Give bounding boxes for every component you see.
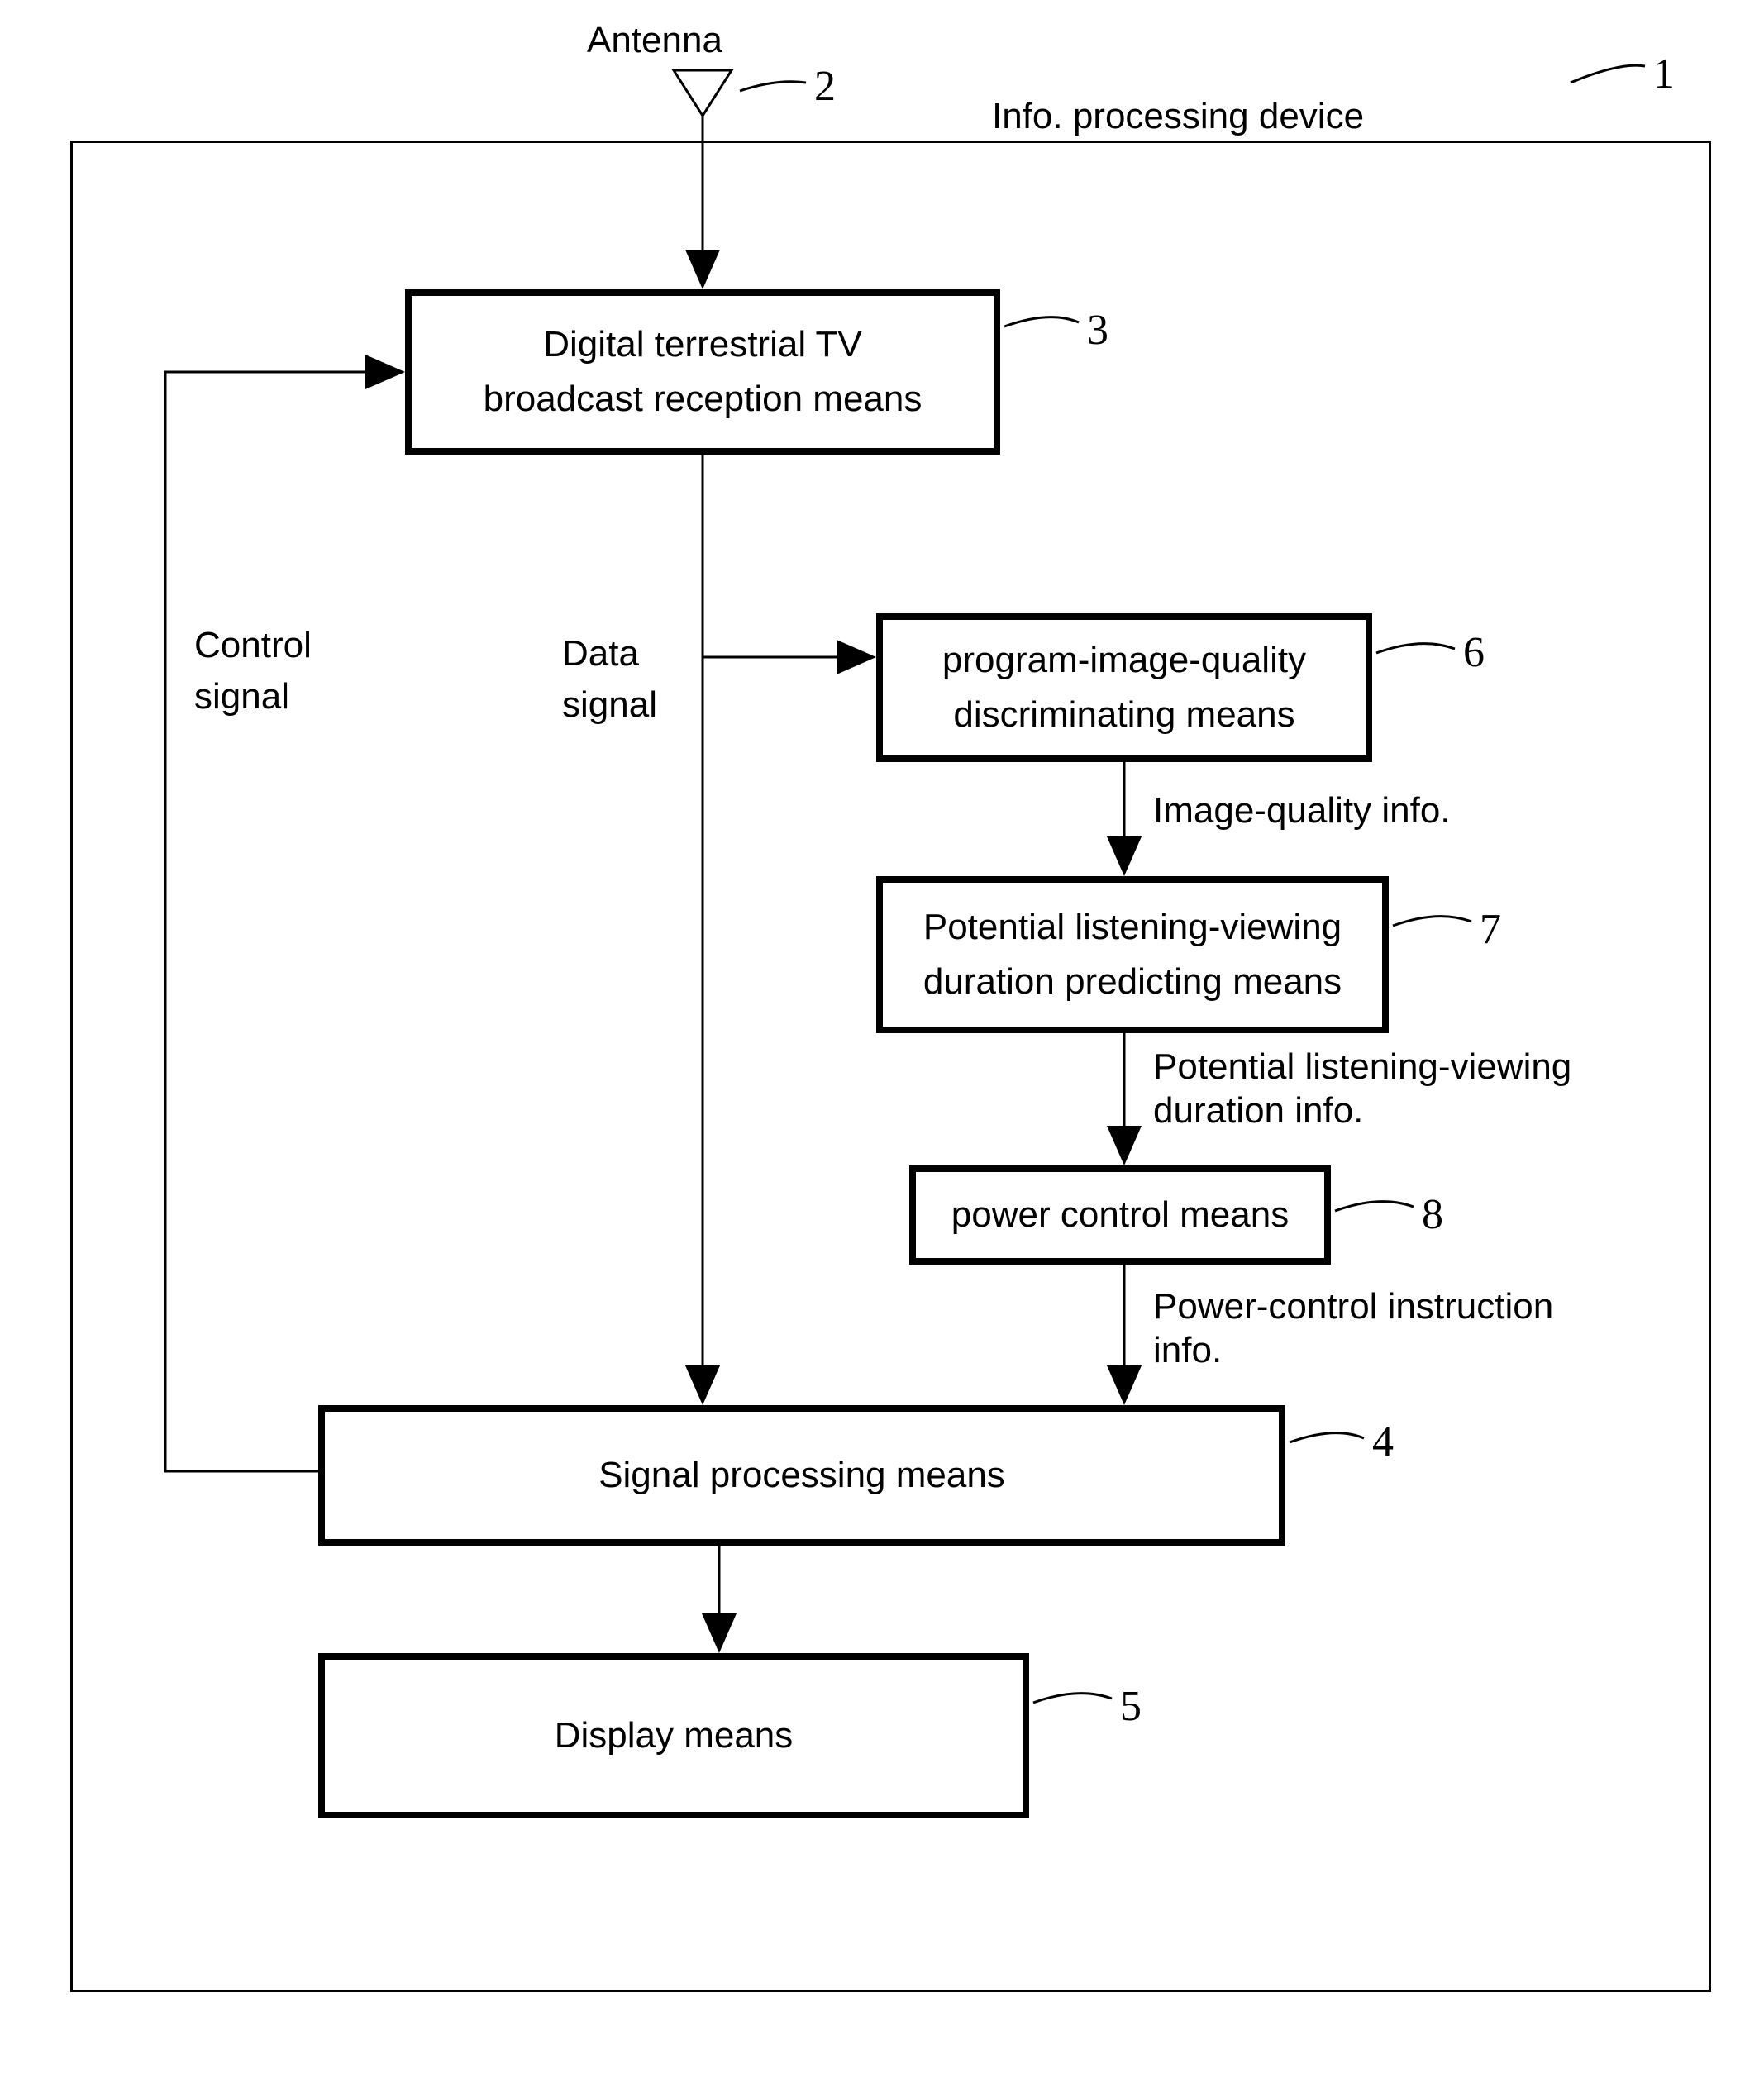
node-6-text: program-image-qualitydiscriminating mean… xyxy=(942,633,1306,742)
node-display-means: Display means xyxy=(318,1653,1029,1818)
ref-6: 6 xyxy=(1463,628,1485,677)
outer-box-label: Info. processing device xyxy=(992,91,1364,142)
label-control-signal: Controlsignal xyxy=(194,620,312,722)
node-8-text: power control means xyxy=(951,1188,1289,1242)
ref-8: 8 xyxy=(1422,1190,1443,1239)
antenna-label: Antenna xyxy=(587,15,722,66)
node-4-text: Signal processing means xyxy=(598,1448,1005,1503)
diagram-canvas: Info. processing device 1 Antenna 2 Digi… xyxy=(0,0,1764,2073)
node-power-control-means: power control means xyxy=(909,1165,1331,1265)
label-duration-info: Potential listening-viewingduration info… xyxy=(1153,1046,1571,1133)
label-data-signal: Datasignal xyxy=(562,628,657,730)
node-predicting-means: Potential listening-viewingduration pred… xyxy=(876,876,1389,1033)
ref-1: 1 xyxy=(1653,50,1675,98)
node-3-text: Digital terrestrial TVbroadcast receptio… xyxy=(484,317,923,427)
ref-2: 2 xyxy=(814,62,836,111)
ref-7: 7 xyxy=(1480,905,1501,954)
node-discriminating-means: program-image-qualitydiscriminating mean… xyxy=(876,613,1372,762)
node-reception-means: Digital terrestrial TVbroadcast receptio… xyxy=(405,289,1000,455)
node-5-text: Display means xyxy=(555,1708,794,1763)
ref-5: 5 xyxy=(1120,1682,1142,1731)
label-image-quality: Image-quality info. xyxy=(1153,785,1451,836)
ref-4: 4 xyxy=(1372,1418,1394,1466)
node-signal-processing-means: Signal processing means xyxy=(318,1405,1285,1546)
node-7-text: Potential listening-viewingduration pred… xyxy=(923,900,1342,1009)
label-power-instruction: Power-control instructioninfo. xyxy=(1153,1285,1553,1373)
ref-3: 3 xyxy=(1087,306,1108,355)
